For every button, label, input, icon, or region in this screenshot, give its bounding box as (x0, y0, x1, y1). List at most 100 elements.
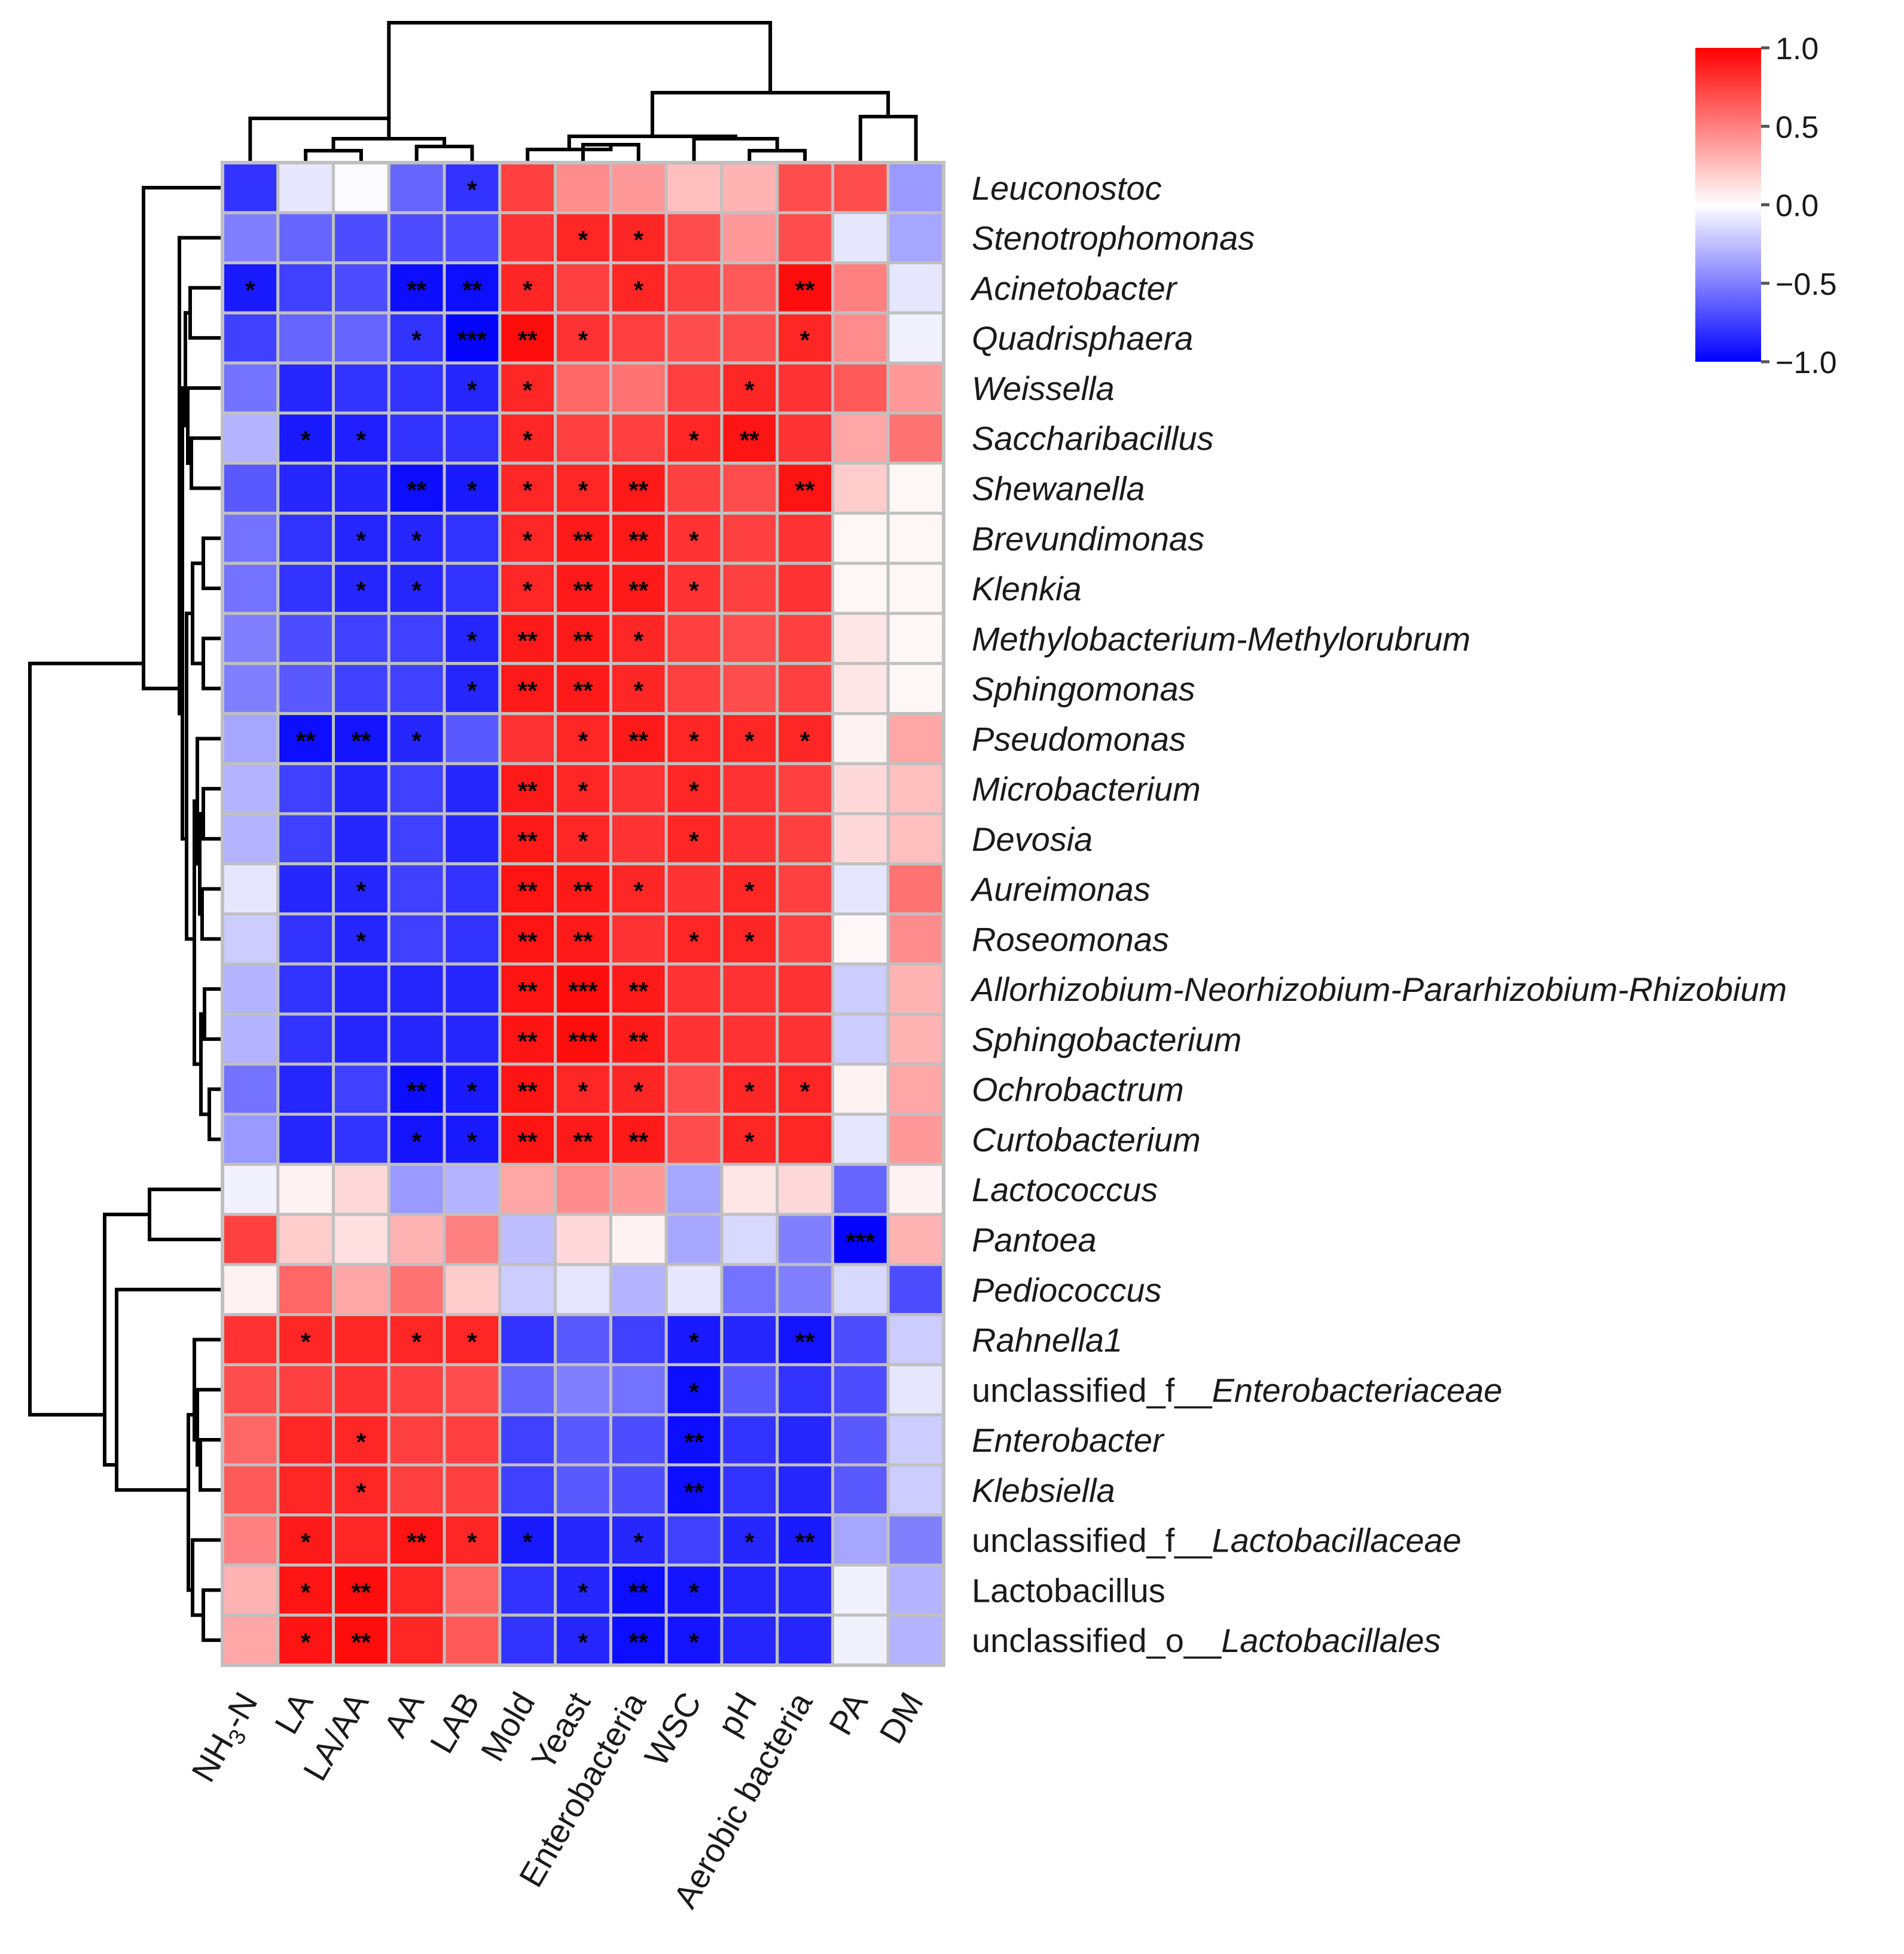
heatmap-cell (886, 612, 945, 665)
dendrogram-branch (115, 1287, 222, 1492)
significance-mark: * (689, 927, 699, 955)
dendrogram-branch (103, 1213, 149, 1467)
dendrogram-branch (202, 536, 222, 591)
heatmap-cell (443, 912, 502, 966)
row-label: Acinetobacter (970, 269, 1178, 307)
heatmap-cell (886, 511, 945, 565)
heatmap-cell (720, 1313, 779, 1366)
significance-mark: * (578, 1077, 588, 1106)
heatmap-cell (276, 862, 335, 915)
dendrogram-branch (28, 661, 144, 1417)
heatmap-cell (886, 862, 945, 915)
row-label: Stenotrophomonas (972, 219, 1255, 257)
heatmap-cell (776, 161, 834, 215)
heatmap-cell (886, 1413, 945, 1467)
significance-mark: ** (352, 1578, 371, 1606)
heatmap-cell (276, 762, 335, 816)
significance-mark: * (467, 476, 477, 504)
colorbar-tick-label: −1.0 (1775, 346, 1837, 380)
heatmap-cell (664, 1263, 724, 1317)
row-label: Pantoea (972, 1221, 1097, 1259)
heatmap-cell (776, 1463, 834, 1517)
heatmap-cell (776, 1213, 834, 1266)
row-label: Klebsiella (972, 1471, 1115, 1509)
heatmap-cell (387, 862, 446, 915)
heatmap-cell (776, 762, 834, 816)
heatmap-cell (221, 962, 280, 1016)
heatmap-cell (387, 1463, 446, 1517)
significance-mark: * (744, 927, 755, 955)
heatmap-cell (664, 361, 724, 415)
significance-mark: * (412, 576, 422, 604)
heatmap-cell (609, 1513, 668, 1567)
heatmap-cell (720, 1613, 779, 1667)
heatmap-cell (831, 912, 890, 966)
heatmap-cell (554, 361, 612, 415)
heatmap-cell (720, 762, 779, 816)
heatmap-cell (387, 411, 446, 465)
heatmap-cell (776, 511, 834, 565)
heatmap-cell (609, 311, 668, 365)
heatmap-cell (720, 1263, 779, 1317)
heatmap-cell (443, 1363, 502, 1416)
heatmap-cell (831, 1413, 890, 1467)
heatmap-cell (720, 511, 779, 565)
heatmap-cell (720, 1113, 779, 1166)
significance-mark: * (634, 1528, 644, 1556)
heatmap-cell (332, 1162, 390, 1216)
significance-mark: ** (407, 276, 426, 304)
heatmap-cell (276, 612, 335, 665)
significance-mark: * (301, 1528, 311, 1556)
heatmap-cell (609, 962, 668, 1016)
significance-mark: * (467, 376, 477, 404)
heatmap-cell (831, 1162, 890, 1216)
significance-mark: * (467, 627, 477, 655)
heatmap-cell (831, 411, 890, 465)
heatmap-cell (498, 1513, 557, 1567)
significance-mark: *** (568, 977, 598, 1005)
significance-mark: ** (795, 1528, 815, 1556)
row-label: Curtobacterium (972, 1121, 1201, 1158)
significance-mark: * (467, 1077, 477, 1106)
row-label: Pseudomonas (972, 720, 1186, 758)
heatmap-cell (276, 1063, 335, 1116)
heatmap-cell (886, 1213, 945, 1266)
heatmap-cell (664, 812, 724, 866)
heatmap-cell (720, 1162, 779, 1216)
heatmap-cell (387, 1113, 446, 1166)
significance-mark: * (356, 526, 367, 554)
heatmap-cell (609, 912, 668, 966)
heatmap-cell (776, 1263, 834, 1317)
heatmap-cell (664, 211, 724, 265)
row-label: Allorhizobium-Neorhizobium-Pararhizobium… (970, 970, 1787, 1008)
significance-mark: * (634, 877, 644, 905)
significance-mark: ** (518, 1027, 538, 1055)
significance-mark: * (744, 376, 755, 404)
row-labels: Leuconostoc Stenotrophomonas Acinetobacter… (970, 169, 1787, 1659)
colorbar-gradient (1695, 48, 1761, 362)
heatmap-cell (443, 612, 502, 665)
heatmap-cell (776, 211, 834, 265)
significance-mark: * (689, 1378, 699, 1406)
heatmap-cell (776, 1413, 834, 1467)
heatmap-cell (332, 1563, 390, 1617)
heatmap-cell (664, 462, 724, 515)
dendrogram-branch (199, 1438, 222, 1492)
significance-mark: * (578, 1628, 588, 1656)
heatmap-cell (831, 361, 890, 415)
heatmap-cell (886, 1263, 945, 1317)
heatmap-cell (221, 1113, 280, 1166)
heatmap-cell (776, 1513, 834, 1567)
heatmap-cell (276, 1413, 335, 1467)
heatmap-cell (886, 1463, 945, 1517)
row-label: Enterobacter (972, 1421, 1165, 1459)
heatmap-cell (221, 612, 280, 665)
heatmap-cell (664, 311, 724, 365)
significance-mark: * (744, 1077, 755, 1106)
heatmap-cell (387, 1213, 446, 1266)
heatmap-cell (664, 1113, 724, 1166)
significance-mark: * (523, 276, 533, 304)
heatmap-cell (332, 912, 390, 966)
significance-mark: * (523, 526, 533, 554)
row-label: Sphingomonas (972, 670, 1195, 708)
